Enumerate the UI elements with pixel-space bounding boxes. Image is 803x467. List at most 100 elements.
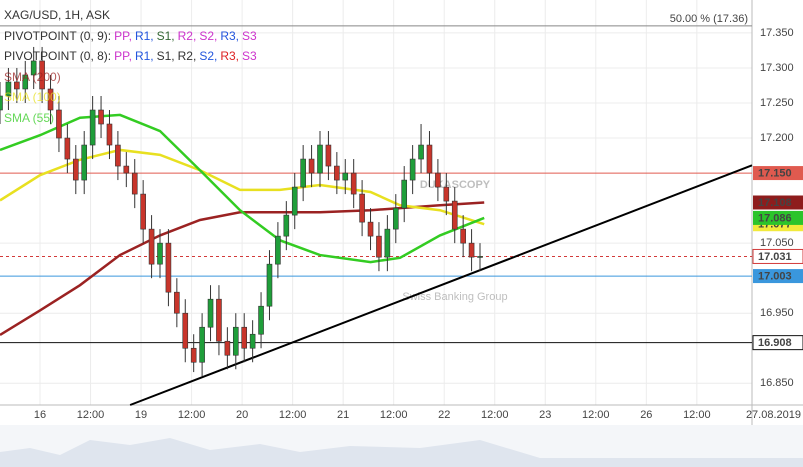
candle-body (300, 158, 306, 188)
candle-body (418, 144, 424, 160)
indicator-item: S2, (199, 28, 218, 43)
candle-body (123, 165, 130, 174)
x-tick-label: 12:00 (683, 409, 711, 421)
moving-average (0, 201, 485, 336)
price-badge (753, 210, 803, 225)
candle-body (115, 144, 121, 167)
candle-body (443, 186, 450, 202)
candle-body (216, 298, 222, 342)
candle-body (350, 172, 357, 195)
candle-body (451, 200, 458, 230)
watermark: DUKASCOPY (420, 179, 491, 191)
indicator-item: R2, (177, 49, 197, 63)
x-tick-label: 12:00 (279, 409, 307, 421)
candle-body (14, 81, 20, 90)
indicator-item: S2, (199, 49, 218, 63)
candle-body (81, 144, 88, 181)
candle-body (165, 242, 172, 293)
price-badge-label: 17.003 (758, 270, 792, 282)
price-badge-label: 16.908 (758, 337, 792, 349)
indicator-item: S3 (242, 28, 257, 43)
x-tick-label: 22 (438, 409, 450, 421)
x-tick-label: 12:00 (77, 409, 105, 421)
candle-body (435, 172, 441, 188)
y-tick-label: 17.300 (760, 62, 794, 74)
candle-body (207, 298, 214, 328)
y-tick-label: 16.850 (760, 377, 794, 389)
candle-body (291, 186, 298, 216)
fib-label: 50.00 % (17.36) (670, 13, 748, 25)
candle-body (89, 109, 96, 146)
indicator-item: R1, (134, 28, 154, 43)
date-label: 27.08.2019 (746, 409, 801, 421)
indicator-item: R2, (177, 28, 197, 43)
candle-body (401, 179, 408, 209)
candle-body (224, 340, 231, 356)
x-tick-label: 12:00 (178, 409, 206, 421)
candle-body (148, 228, 155, 265)
x-tick-label: 20 (236, 409, 248, 421)
legend-entry: SMA (55) (4, 110, 55, 125)
candle-body (325, 144, 332, 167)
x-tick-label: 16 (34, 409, 46, 421)
x-tick-label: 23 (539, 409, 551, 421)
candle-body (5, 81, 12, 97)
candle-body (266, 263, 273, 307)
candle-body (131, 172, 138, 195)
price-badge (752, 335, 803, 351)
candle-body (30, 60, 37, 76)
candle-body (140, 193, 146, 230)
candle-body (241, 326, 248, 349)
moving-average (0, 148, 485, 226)
candle-body (39, 60, 45, 90)
candle-body (359, 193, 365, 223)
candle-body (376, 235, 382, 258)
candle-body (56, 109, 62, 139)
candle-body (72, 158, 79, 181)
price-badge (753, 269, 803, 284)
candle-body (174, 291, 180, 314)
candle-body (275, 235, 281, 265)
candle-body (258, 305, 264, 335)
indicator-item: S1, (156, 28, 175, 43)
candle-body (47, 88, 54, 111)
price-badge-label: 17.150 (758, 167, 792, 179)
candle-body (308, 158, 315, 174)
candle-body (157, 242, 163, 265)
candle-body (22, 74, 29, 90)
candle-body (64, 137, 71, 160)
indicator-item: R3, (220, 49, 240, 63)
candle-body (232, 326, 239, 356)
y-tick-label: 17.200 (760, 132, 794, 144)
indicator-item: PP, (114, 28, 132, 43)
indicator-row: PIVOTPOINT (0, 8): PP, R1, S1, R2, S2, R3, S3 (4, 46, 260, 67)
trend-line (129, 164, 753, 406)
legend-entry: SMA (200) (4, 69, 61, 84)
candle-body (190, 347, 197, 363)
indicator-item: S1, (156, 49, 175, 63)
price-badge (752, 248, 803, 264)
candle-body (392, 207, 399, 230)
candle-body (98, 109, 104, 125)
y-tick-label: 16.950 (760, 307, 794, 319)
candle-body (409, 158, 416, 181)
candle-body (0, 95, 3, 111)
candle-body (249, 333, 256, 349)
x-tick-label: 19 (135, 409, 147, 421)
indicator-item: PP, (114, 49, 132, 63)
legend-entry: SMA (100) (4, 90, 61, 104)
price-badge-label: 17.108 (758, 197, 792, 209)
x-tick-label: 26 (640, 409, 652, 421)
price-badge-label: 17.031 (758, 251, 792, 263)
navigator-area (0, 438, 803, 467)
candle-body (384, 228, 391, 258)
candle-body (283, 214, 290, 237)
y-tick-label: 17.250 (760, 97, 794, 109)
candle-body (334, 165, 340, 181)
x-tick-label: 12:00 (380, 409, 408, 421)
y-tick-label: 17.350 (760, 27, 794, 39)
price-badge (753, 166, 803, 181)
price-badge (753, 195, 803, 210)
candle-body (460, 228, 466, 244)
